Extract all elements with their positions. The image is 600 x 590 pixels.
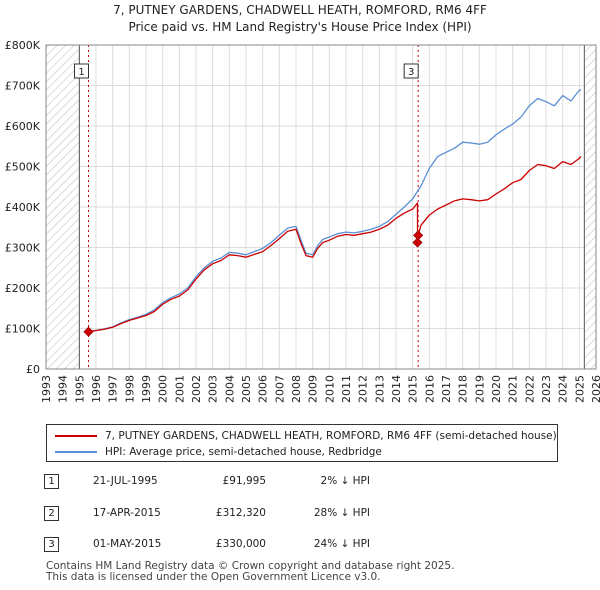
- y-tick-label: £600K: [5, 120, 41, 133]
- x-tick-label: 2015: [407, 375, 420, 403]
- hatched-regions: [46, 45, 596, 369]
- transaction-date: 21-JUL-1995: [93, 475, 158, 487]
- transaction-date: 01-MAY-2015: [93, 538, 162, 550]
- x-tick-label: 2007: [273, 375, 286, 403]
- x-tick-label: 2026: [590, 375, 600, 403]
- x-tick-label: 2003: [207, 375, 220, 403]
- legend-label-hpi: HPI: Average price, semi-detached house,…: [105, 446, 382, 458]
- x-tick-label: 2008: [290, 375, 303, 403]
- transaction-hpi-diff: 28% ↓ HPI: [313, 507, 370, 519]
- x-tick-label: 1999: [140, 375, 153, 403]
- x-tick-label: 2001: [173, 375, 186, 403]
- legend: 7, PUTNEY GARDENS, CHADWELL HEATH, ROMFO…: [46, 424, 558, 462]
- transaction-number: 1: [44, 474, 59, 489]
- x-tick-label: 2024: [557, 375, 570, 403]
- x-tick-label: 2016: [423, 375, 436, 403]
- x-tick-label: 2009: [307, 375, 320, 403]
- y-tick-label: £800K: [5, 39, 41, 52]
- x-tick-label: 2022: [523, 375, 536, 403]
- x-tick-label: 1997: [107, 375, 120, 403]
- transaction-date: 17-APR-2015: [93, 507, 161, 519]
- x-tick-label: 2014: [390, 375, 403, 403]
- y-axis-ticks: £0 £100K £200K £300K £400K £500K £600K £700K £80…: [5, 39, 41, 376]
- legend-swatch-property: [55, 435, 97, 437]
- x-tick-label: 1996: [90, 375, 103, 403]
- x-axis-ticks: 1993 1994 1995 1996 1997 1998 1999 2000 2001 2002…: [40, 375, 600, 403]
- annotation-lines: [88, 45, 419, 369]
- y-tick-label: £500K: [5, 161, 41, 174]
- annotation-number: 3: [408, 67, 414, 78]
- annotation-number: 1: [78, 67, 84, 78]
- transaction-price: £330,000: [215, 538, 266, 550]
- transaction-hpi-diff: 2% ↓ HPI: [320, 475, 370, 487]
- transaction-hpi-diff: 24% ↓ HPI: [313, 538, 370, 550]
- chart: 7, PUTNEY GARDENS, CHADWELL HEATH, ROMFO…: [5, 3, 600, 403]
- x-tick-label: 2011: [340, 375, 353, 403]
- transaction-number: 3: [44, 537, 59, 552]
- x-tick-label: 2019: [473, 375, 486, 403]
- transaction-price: £312,320: [215, 507, 266, 519]
- x-tick-label: 2006: [257, 375, 270, 403]
- x-tick-label: 2023: [540, 375, 553, 403]
- sale-markers: [83, 230, 424, 337]
- x-tick-label: 1995: [73, 375, 86, 403]
- x-tick-label: 1994: [57, 375, 70, 403]
- x-tick-label: 2004: [223, 375, 236, 403]
- footer: Contains HM Land Registry data © Crown c…: [46, 561, 454, 583]
- x-tick-label: 2020: [490, 375, 503, 403]
- y-tick-label: £400K: [5, 201, 41, 214]
- x-tick-label: 2025: [573, 375, 586, 403]
- annotation-box: [403, 63, 419, 79]
- footer-copyright: Contains HM Land Registry data © Crown c…: [46, 560, 455, 572]
- transaction-price: £91,995: [222, 475, 266, 487]
- chart-title: 7, PUTNEY GARDENS, CHADWELL HEATH, ROMFO…: [113, 3, 487, 17]
- series-line-hpi: [88, 89, 582, 333]
- x-tick-label: 2002: [190, 375, 203, 403]
- legend-item-hpi: HPI: Average price, semi-detached house,…: [55, 444, 382, 460]
- footer-licence: This data is licensed under the Open Gov…: [46, 571, 381, 583]
- y-tick-label: £200K: [5, 282, 41, 295]
- y-tick-label: £300K: [5, 242, 41, 255]
- legend-item-property: 7, PUTNEY GARDENS, CHADWELL HEATH, ROMFO…: [55, 428, 557, 444]
- y-tick-label: £700K: [5, 80, 41, 93]
- legend-label-property: 7, PUTNEY GARDENS, CHADWELL HEATH, ROMFO…: [105, 430, 557, 442]
- chart-subtitle: Price paid vs. HM Land Registry's House …: [128, 20, 471, 34]
- transaction-number: 2: [44, 506, 59, 521]
- x-tick-label: 2012: [357, 375, 370, 403]
- hatched-region: [584, 45, 596, 369]
- series-line-property: [88, 155, 582, 333]
- x-tick-label: 2010: [323, 375, 336, 403]
- y-tick-label: £0: [26, 363, 40, 376]
- x-tick-label: 2013: [373, 375, 386, 403]
- sale-marker: [413, 230, 424, 241]
- x-tick-label: 2018: [457, 375, 470, 403]
- series-lines: [88, 89, 582, 333]
- hatched-region: [46, 45, 80, 369]
- sale-marker: [412, 237, 423, 248]
- x-tick-label: 2000: [157, 375, 170, 403]
- annotation-box: [74, 63, 89, 79]
- plot-frame: [45, 44, 597, 370]
- x-tick-label: 1998: [123, 375, 136, 403]
- sale-marker: [83, 326, 94, 337]
- x-tick-label: 2021: [507, 375, 520, 403]
- x-tick-label: 2005: [240, 375, 253, 403]
- y-tick-label: £100K: [5, 323, 41, 336]
- legend-swatch-hpi: [55, 451, 97, 453]
- x-tick-label: 1993: [40, 375, 53, 403]
- x-tick-label: 2017: [440, 375, 453, 403]
